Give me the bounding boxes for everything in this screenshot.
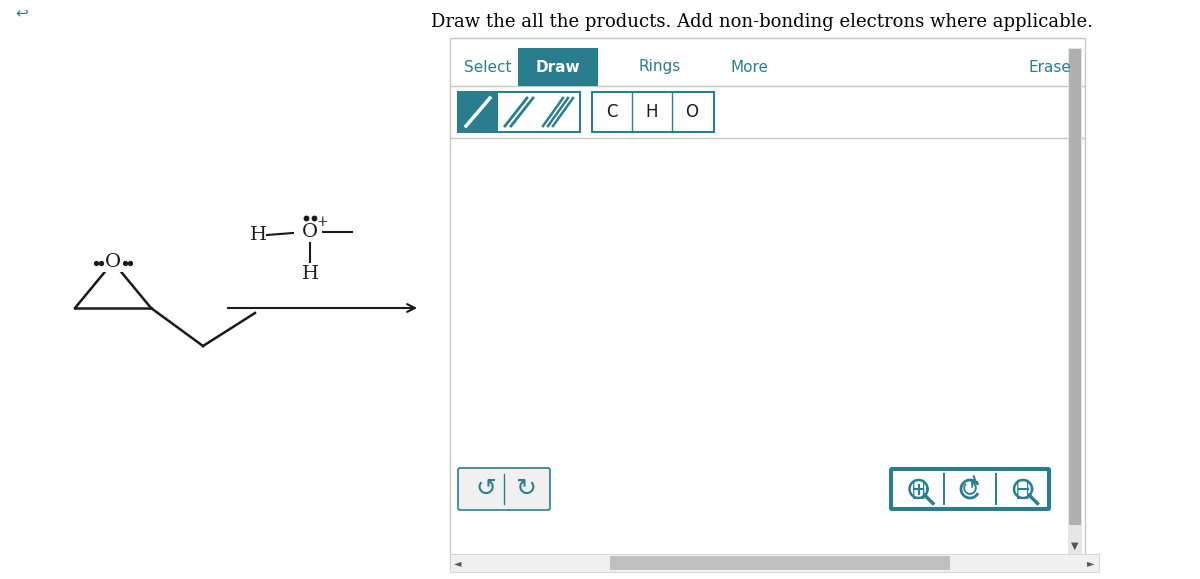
Text: +: +	[316, 215, 328, 229]
Text: ↺: ↺	[476, 477, 497, 501]
Text: ↺: ↺	[961, 479, 979, 499]
Text: Draw: Draw	[535, 60, 581, 75]
Bar	[1069, 49, 1081, 525]
Text: ↩: ↩	[16, 5, 29, 20]
Text: ↻: ↻	[516, 477, 536, 501]
Bar	[450, 554, 1099, 572]
Bar	[610, 556, 950, 570]
Text: Select: Select	[464, 60, 511, 75]
Bar	[518, 48, 598, 86]
Text: H: H	[301, 265, 318, 283]
Bar	[450, 38, 1085, 568]
Text: H: H	[250, 226, 266, 244]
Bar	[892, 470, 1048, 508]
Text: ▼: ▼	[1072, 541, 1079, 551]
Text: H: H	[646, 103, 659, 121]
Text: O: O	[104, 253, 121, 271]
FancyBboxPatch shape	[458, 468, 550, 510]
Text: ◄: ◄	[455, 558, 462, 568]
Bar	[103, 252, 124, 272]
Text: C: C	[606, 103, 618, 121]
Bar	[1068, 48, 1082, 554]
Bar	[592, 92, 714, 132]
Text: ►: ►	[1087, 558, 1094, 568]
Bar	[458, 92, 498, 132]
Text: 🔍: 🔍	[1016, 479, 1030, 499]
Text: Draw the all the products. Add non-bonding electrons where applicable.: Draw the all the products. Add non-bondi…	[431, 13, 1093, 31]
Text: O: O	[302, 223, 318, 241]
Text: O: O	[685, 103, 698, 121]
FancyBboxPatch shape	[890, 468, 1050, 510]
Bar	[458, 92, 580, 132]
Text: More: More	[731, 60, 769, 75]
Bar	[300, 220, 322, 242]
Text: 🔍: 🔍	[912, 479, 925, 499]
Text: Rings: Rings	[638, 60, 682, 75]
Text: Erase: Erase	[1028, 60, 1072, 75]
